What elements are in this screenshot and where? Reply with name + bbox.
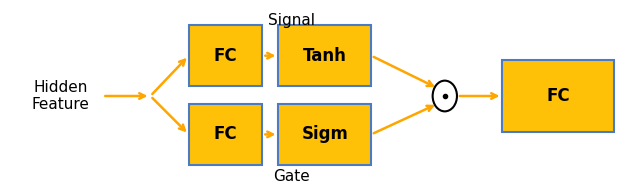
Text: FC: FC [214,47,237,65]
FancyBboxPatch shape [189,104,262,165]
Text: Tanh: Tanh [303,47,347,65]
Text: Signal: Signal [268,13,315,28]
FancyBboxPatch shape [502,60,614,132]
Text: Gate: Gate [273,169,310,184]
Text: FC: FC [547,87,570,105]
Text: Hidden
Feature: Hidden Feature [32,80,90,112]
FancyBboxPatch shape [278,25,371,86]
FancyBboxPatch shape [278,104,371,165]
Text: FC: FC [214,125,237,143]
Text: Sigm: Sigm [301,125,348,143]
FancyBboxPatch shape [189,25,262,86]
